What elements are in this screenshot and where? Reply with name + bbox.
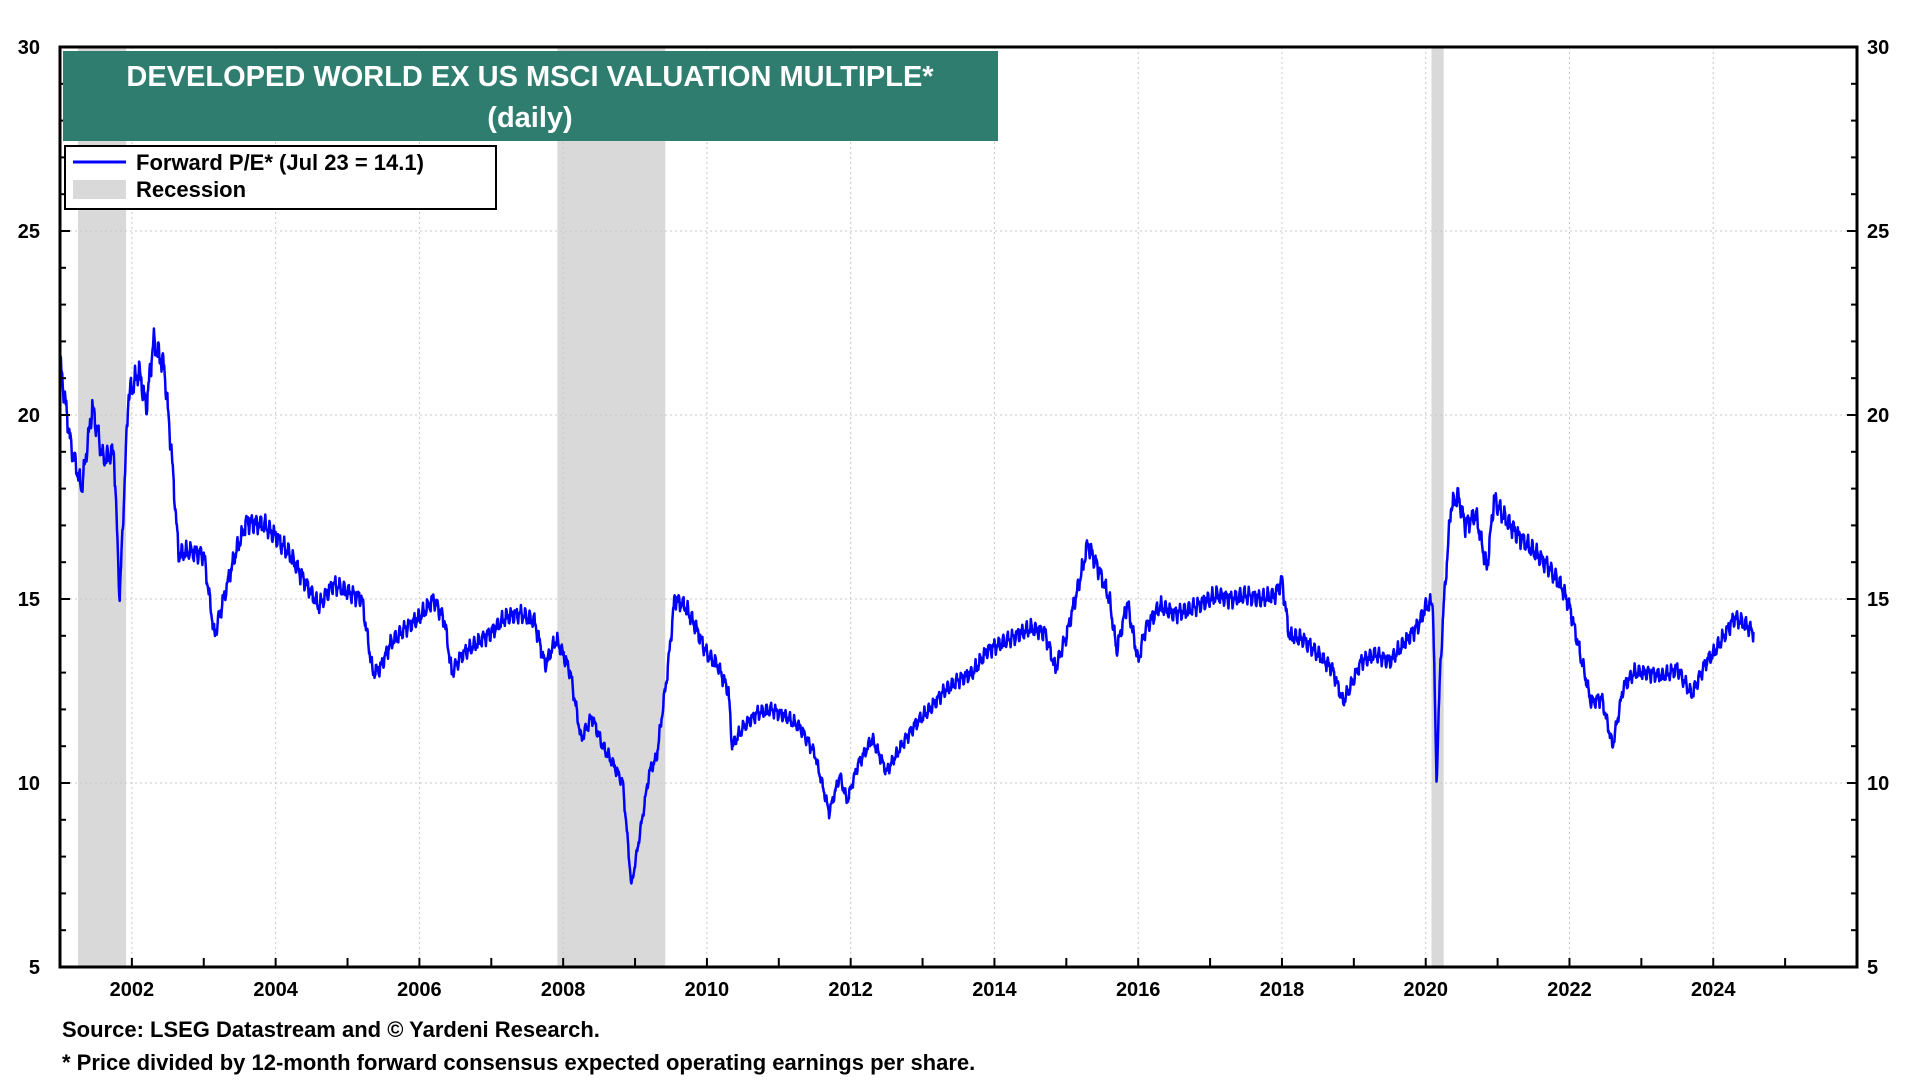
y-tick-label-right: 20	[1867, 405, 1889, 427]
y-tick-label-left: 20	[18, 405, 40, 427]
y-tick-label-right: 10	[1867, 773, 1889, 795]
chart-title: DEVELOPED WORLD EX US MSCI VALUATION MUL…	[126, 61, 934, 93]
y-tick-label-right: 15	[1867, 589, 1889, 611]
x-tick-label: 2024	[1691, 979, 1736, 1001]
plot-frame	[58, 45, 1859, 969]
series-layer	[58, 327, 1755, 885]
x-tick-label: 2008	[541, 979, 586, 1001]
x-tick-label: 2022	[1547, 979, 1592, 1001]
x-tick-label: 2006	[397, 979, 442, 1001]
y-tick-label-right: 25	[1867, 221, 1889, 243]
source-note: Source: LSEG Datastream and © Yardeni Re…	[62, 1017, 600, 1042]
x-tick-label: 2018	[1260, 979, 1305, 1001]
x-tick-label: 2010	[685, 979, 730, 1001]
title-background	[63, 51, 998, 141]
x-tick-label: 2016	[1116, 979, 1161, 1001]
title-box: DEVELOPED WORLD EX US MSCI VALUATION MUL…	[63, 51, 998, 141]
chart-subtitle: (daily)	[487, 102, 572, 134]
y-tick-label-left: 25	[18, 221, 40, 243]
x-tick-label: 2004	[253, 979, 298, 1001]
series-line-1	[58, 327, 1755, 885]
grid-lines	[60, 47, 1857, 967]
legend-recession-label: Recession	[136, 177, 246, 202]
x-tick-label: 2002	[110, 979, 155, 1001]
x-tick-label: 2012	[828, 979, 873, 1001]
legend: Forward P/E* (Jul 23 = 14.1) Recession	[64, 145, 497, 210]
x-tick-label: 2020	[1403, 979, 1448, 1001]
recession-band-2	[557, 47, 666, 967]
legend-box	[64, 145, 497, 210]
y-tick-label-right: 5	[1867, 957, 1878, 979]
y-tick-label-left: 5	[29, 957, 40, 979]
y-tick-label-left: 10	[18, 773, 40, 795]
recession-band-3	[1431, 47, 1444, 967]
footnote: * Price divided by 12-month forward cons…	[62, 1050, 976, 1075]
y-tick-label-left: 30	[18, 37, 40, 59]
legend-line-label: Forward P/E* (Jul 23 = 14.1)	[136, 150, 424, 175]
y-tick-label-right: 30	[1867, 37, 1889, 59]
y-tick-label-left: 15	[18, 589, 40, 611]
tick-layer: 2002 2004 2006 2008 2010 2012 2014 2016 2018 2020…	[18, 37, 1890, 1001]
legend-recession-swatch	[73, 180, 126, 199]
x-tick-label: 2014	[972, 979, 1017, 1001]
